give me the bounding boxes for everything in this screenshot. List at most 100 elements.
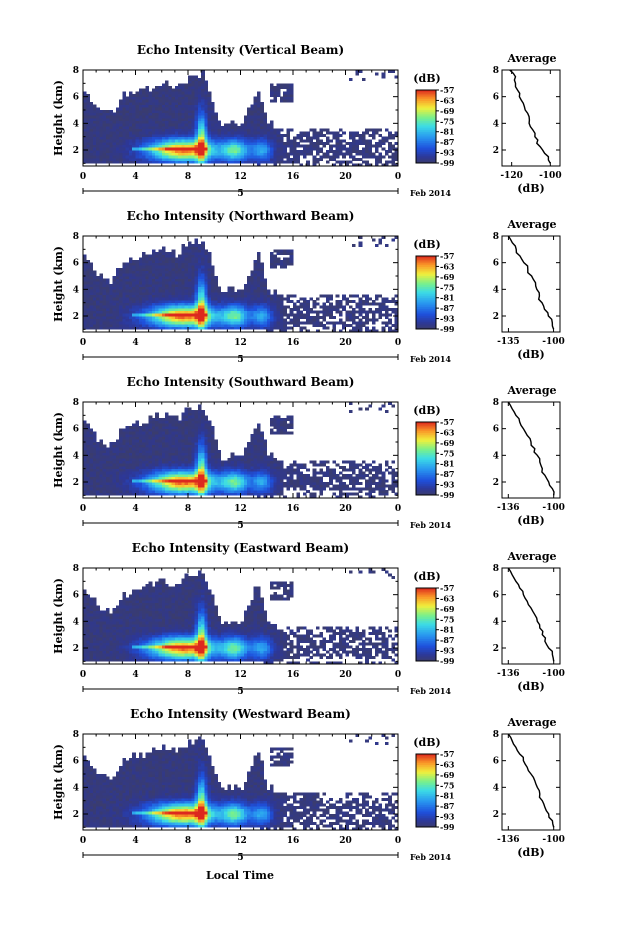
- heatmap-cell: [155, 131, 159, 134]
- heatmap-cell: [99, 126, 103, 129]
- heatmap-cell: [378, 308, 382, 311]
- heatmap-cell: [188, 413, 192, 416]
- heatmap-cell: [260, 265, 264, 268]
- heatmap-cell: [145, 431, 149, 434]
- heatmap-cell: [129, 115, 133, 118]
- heatmap-cell: [99, 118, 103, 121]
- heatmap-cell: [355, 305, 359, 308]
- heatmap-cell: [185, 147, 189, 150]
- heatmap-cell: [172, 279, 176, 282]
- heatmap-cell: [313, 316, 317, 319]
- heatmap-cell: [139, 439, 143, 442]
- heatmap-cell: [188, 442, 192, 445]
- heatmap-cell: [86, 463, 90, 466]
- heatmap-cell: [149, 461, 153, 464]
- heatmap-cell: [116, 490, 120, 493]
- heatmap-cell: [90, 118, 94, 121]
- heatmap-cell: [326, 153, 330, 156]
- heatmap-cell: [218, 313, 222, 316]
- heatmap-cell: [181, 287, 185, 290]
- heatmap-cell: [152, 493, 156, 496]
- heatmap-cell: [263, 126, 267, 129]
- heatmap-cell: [267, 126, 271, 129]
- heatmap-cell: [257, 123, 261, 126]
- heatmap-cell: [293, 313, 297, 316]
- heatmap-cell: [306, 147, 310, 150]
- heatmap-cell: [119, 123, 123, 126]
- heatmap-cell: [155, 426, 159, 429]
- heatmap-cell: [152, 461, 156, 464]
- heatmap-cell: [241, 292, 245, 295]
- heatmap-cell: [126, 434, 130, 437]
- heatmap-cell: [168, 273, 172, 276]
- heatmap-cell: [165, 445, 169, 448]
- heatmap-cell: [241, 142, 245, 145]
- heatmap-cell: [178, 281, 182, 284]
- heatmap-cell: [385, 161, 389, 164]
- heatmap-cell: [231, 319, 235, 322]
- heatmap-cell: [300, 131, 304, 134]
- heatmap-cell: [158, 479, 162, 482]
- heatmap-cell: [181, 271, 185, 274]
- heatmap-cell: [158, 300, 162, 303]
- heatmap-cell: [165, 453, 169, 456]
- heatmap-cell: [126, 276, 130, 279]
- heatmap-cell: [93, 305, 97, 308]
- heatmap-cell: [142, 439, 146, 442]
- heatmap-cell: [201, 311, 205, 314]
- heatmap-cell: [185, 418, 189, 421]
- heatmap-cell: [257, 324, 261, 327]
- heatmap-cell: [368, 308, 372, 311]
- heatmap-cell: [109, 113, 113, 116]
- heatmap-cell: [93, 450, 97, 453]
- heatmap-cell: [362, 321, 366, 324]
- heatmap-cell: [175, 487, 179, 490]
- heatmap-cell: [277, 94, 281, 97]
- heatmap-cell: [218, 150, 222, 153]
- heatmap-cell: [208, 311, 212, 314]
- heatmap-cell: [149, 415, 153, 418]
- heatmap-cell: [244, 321, 248, 324]
- heatmap-cell: [336, 295, 340, 298]
- heatmap-cell: [267, 161, 271, 164]
- heatmap-cell: [158, 455, 162, 458]
- heatmap-cell: [191, 313, 195, 316]
- heatmap-cell: [185, 105, 189, 108]
- heatmap-cell: [149, 429, 153, 432]
- heatmap-cell: [195, 115, 199, 118]
- heatmap-cell: [109, 447, 113, 450]
- heatmap-cell: [359, 327, 363, 330]
- heatmap-cell: [122, 102, 126, 105]
- heatmap-cell: [218, 324, 222, 327]
- heatmap-cell: [136, 458, 140, 461]
- heatmap-cell: [96, 308, 100, 311]
- heatmap-cell: [158, 121, 162, 124]
- heatmap-cell: [339, 300, 343, 303]
- heatmap-cell: [149, 437, 153, 440]
- heatmap-cell: [106, 284, 110, 287]
- heatmap-cell: [93, 281, 97, 284]
- heatmap-cell: [172, 257, 176, 260]
- heatmap-cell: [113, 279, 117, 282]
- heatmap-cell: [103, 142, 107, 145]
- heatmap-cell: [126, 268, 130, 271]
- heatmap-cell: [204, 327, 208, 330]
- heatmap-cell: [122, 458, 126, 461]
- heatmap-cell: [90, 265, 94, 268]
- heatmap-cell: [142, 321, 146, 324]
- heatmap-cell: [162, 131, 166, 134]
- heatmap-cell: [254, 263, 258, 266]
- heatmap-cell: [152, 418, 156, 421]
- heatmap-cell: [270, 129, 274, 132]
- heatmap-cell: [155, 147, 159, 150]
- heatmap-cell: [204, 110, 208, 113]
- heatmap-cell: [90, 429, 94, 432]
- heatmap-cell: [355, 139, 359, 142]
- heatmap-cell: [201, 461, 205, 464]
- heatmap-cell: [181, 129, 185, 132]
- heatmap-cell: [319, 155, 323, 158]
- heatmap-cell: [158, 150, 162, 153]
- heatmap-cell: [96, 487, 100, 490]
- heatmap-cell: [139, 281, 143, 284]
- heatmap-cell: [165, 255, 169, 258]
